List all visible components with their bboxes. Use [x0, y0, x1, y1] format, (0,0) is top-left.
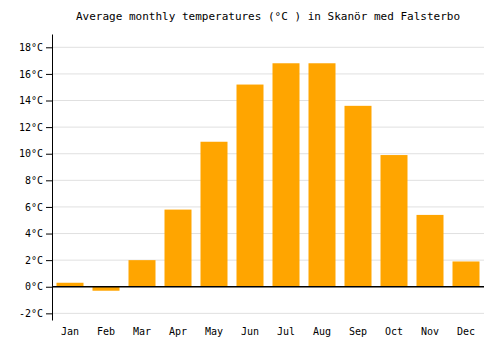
y-tick-label: 16°C	[19, 69, 43, 80]
y-tick-mark	[46, 313, 52, 314]
y-tick-label: 12°C	[19, 122, 43, 133]
chart: -2°C 0°C 2°C 4°C 6°C 8°C 10°C 12°C 14°C 16°C 18°C J…	[0, 0, 500, 350]
bar	[165, 210, 192, 287]
grid-line	[52, 100, 484, 101]
bar	[453, 261, 480, 286]
y-tick-label: 4°C	[25, 228, 43, 239]
x-tick: Aug	[313, 326, 331, 337]
x-tick: Sep	[349, 326, 367, 337]
y-tick-mark	[46, 207, 52, 208]
bar	[309, 63, 336, 286]
y-axis: -2°C 0°C 2°C 4°C 6°C 8°C 10°C 12°C 14°C 16°C 18°C	[19, 35, 53, 321]
x-tick-label: Sep	[349, 326, 367, 337]
y-tick: 8°C	[25, 175, 52, 186]
chart-container: -2°C 0°C 2°C 4°C 6°C 8°C 10°C 12°C 14°C 16°C 18°C J…	[0, 0, 500, 350]
x-tick-label: May	[205, 326, 223, 337]
x-tick-label: Jun	[241, 326, 259, 337]
bar	[417, 215, 444, 287]
grid-line	[52, 73, 484, 74]
y-tick: 10°C	[19, 148, 52, 159]
x-axis: Jan Feb Mar Apr May Jun Jul Aug Sep Oct Nov Dec	[61, 326, 475, 337]
x-tick-label: Jul	[277, 326, 295, 337]
bars	[57, 63, 480, 290]
y-axis-line	[52, 35, 53, 321]
x-tick: Jun	[241, 326, 259, 337]
bar	[345, 106, 372, 287]
grid-line	[52, 206, 484, 207]
bar	[381, 155, 408, 287]
y-tick-label: 14°C	[19, 95, 43, 106]
x-tick: Jan	[61, 326, 79, 337]
plot: -2°C 0°C 2°C 4°C 6°C 8°C 10°C 12°C 14°C 16°C 18°C J…	[19, 35, 484, 338]
x-tick-label: Mar	[133, 326, 151, 337]
x-tick: Nov	[421, 326, 439, 337]
y-tick-label: -2°C	[19, 308, 43, 319]
x-tick: May	[205, 326, 223, 337]
y-tick: 14°C	[19, 95, 52, 106]
bar	[201, 142, 228, 287]
x-tick-label: Dec	[457, 326, 475, 337]
grid-line	[52, 313, 484, 314]
y-tick-label: 2°C	[25, 255, 43, 266]
x-tick-label: Apr	[169, 326, 187, 337]
y-tick: 16°C	[19, 69, 52, 80]
grid-line	[52, 47, 484, 48]
x-tick-label: Jan	[61, 326, 79, 337]
y-tick-mark	[46, 260, 52, 261]
y-tick: 18°C	[19, 42, 52, 53]
y-tick: 6°C	[25, 202, 52, 213]
x-tick: Jul	[277, 326, 295, 337]
x-tick-label: Feb	[97, 326, 115, 337]
y-tick-mark	[46, 127, 52, 128]
y-tick-label: 8°C	[25, 175, 43, 186]
title: Average monthly temperatures (°C ) in Sk…	[76, 10, 460, 23]
grid-line	[52, 286, 484, 287]
y-tick-label: 18°C	[19, 42, 43, 53]
y-tick-label: 6°C	[25, 202, 43, 213]
zero-line	[52, 286, 484, 288]
grid-line	[52, 127, 484, 128]
y-tick-label: 10°C	[19, 148, 43, 159]
x-tick: Feb	[97, 326, 115, 337]
y-tick: -2°C	[19, 308, 52, 319]
x-tick: Dec	[457, 326, 475, 337]
y-tick-label: 0°C	[25, 281, 43, 292]
bar	[237, 85, 264, 287]
y-tick-mark	[46, 101, 52, 102]
y-tick-mark	[46, 154, 52, 155]
grid-line	[52, 153, 484, 154]
x-tick-label: Oct	[385, 326, 403, 337]
y-tick: 0°C	[25, 281, 52, 292]
x-tick-label: Aug	[313, 326, 331, 337]
y-tick: 4°C	[25, 228, 52, 239]
y-tick: 12°C	[19, 122, 52, 133]
y-tick-mark	[46, 47, 52, 48]
grid-line	[52, 180, 484, 181]
bar	[129, 260, 156, 287]
y-tick-mark	[46, 234, 52, 235]
y-tick-mark	[46, 287, 52, 288]
x-tick: Mar	[133, 326, 151, 337]
bar	[273, 63, 300, 286]
grid	[52, 47, 484, 313]
y-tick: 2°C	[25, 255, 52, 266]
x-tick: Apr	[169, 326, 187, 337]
y-tick-mark	[46, 74, 52, 75]
y-tick-mark	[46, 180, 52, 181]
x-tick-label: Nov	[421, 326, 439, 337]
x-tick: Oct	[385, 326, 403, 337]
